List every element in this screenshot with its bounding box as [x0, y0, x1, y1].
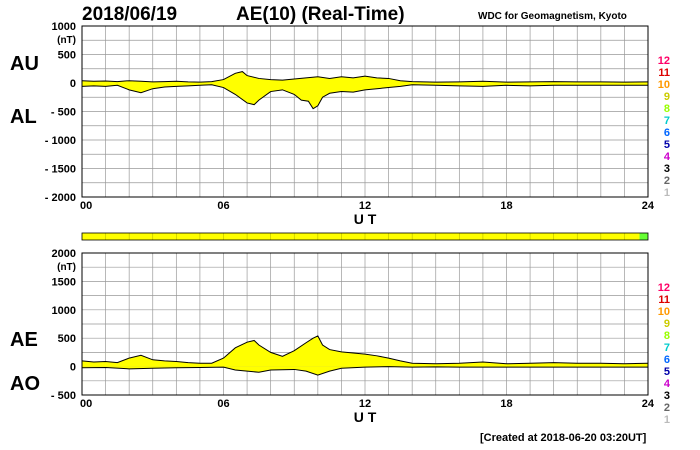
series-al-area [82, 83, 648, 109]
series-label-ae: AE [10, 329, 38, 351]
series-label-au: AU [10, 53, 39, 75]
x-tick-label: 24 [642, 200, 655, 212]
y-tick-label: 1000 [52, 21, 76, 33]
station-count-label: 10 [658, 79, 670, 91]
series-ae-line [81, 335, 649, 365]
x-axis-label: U T [354, 211, 377, 227]
status-bar-end [639, 233, 648, 240]
y-tick-label: - 1000 [45, 135, 76, 147]
y-tick-label: 1500 [52, 276, 76, 288]
x-tick-label: 12 [359, 398, 371, 410]
y-tick-label: - 500 [51, 390, 76, 402]
y-tick-label: - 1500 [45, 164, 76, 176]
station-count-label: 6 [664, 127, 670, 139]
station-count-label: 5 [664, 139, 670, 151]
plot-frame [81, 25, 649, 198]
series-ao-line [81, 366, 648, 376]
station-count-label: 8 [664, 103, 670, 115]
series-au-line [81, 71, 649, 83]
station-count-label: 3 [664, 163, 670, 175]
series-au-area [82, 71, 648, 83]
station-count-label: 8 [664, 330, 670, 342]
date-title: 2018/06/19 [82, 4, 178, 25]
station-count-label: 1 [664, 414, 670, 426]
x-tick-label: 00 [80, 398, 92, 410]
station-count-label: 10 [658, 306, 670, 318]
status-bar-frame [81, 232, 649, 241]
y-tick-label: 2000 [52, 248, 76, 260]
x-tick-label: 06 [217, 200, 229, 212]
y-tick-label: 500 [58, 50, 76, 62]
status-bar-fill [82, 233, 640, 240]
y-tick-label: 1000 [52, 305, 76, 317]
station-count-label: 11 [658, 294, 670, 306]
station-count-label: 6 [664, 354, 670, 366]
station-count-label: 3 [664, 390, 670, 402]
series-label-al: AL [10, 106, 37, 128]
x-axis-label: U T [354, 409, 377, 425]
x-tick-label: 00 [80, 200, 92, 212]
station-count-label: 1 [664, 187, 670, 199]
station-count-label: 12 [658, 282, 670, 294]
unit-label: (nT) [57, 262, 76, 273]
series-ao-area [82, 366, 648, 376]
x-tick-label: 06 [217, 398, 229, 410]
station-count-label: 2 [664, 402, 670, 414]
y-tick-label: - 500 [51, 107, 76, 119]
x-tick-label: 24 [642, 398, 655, 410]
station-count-label: 12 [658, 55, 670, 67]
series-ae-area [82, 335, 648, 367]
y-tick-label: - 2000 [45, 192, 76, 204]
station-count-label: 9 [664, 91, 670, 103]
created-timestamp: [Created at 2018-06-20 03:20UT] [480, 432, 647, 444]
y-tick-label: 0 [70, 78, 76, 90]
station-count-label: 7 [664, 115, 670, 127]
station-count-label: 9 [664, 318, 670, 330]
station-count-label: 4 [664, 378, 671, 390]
x-tick-label: 18 [500, 398, 512, 410]
y-tick-label: 0 [70, 362, 76, 374]
plot-frame [81, 252, 649, 396]
station-count-label: 4 [664, 151, 671, 163]
x-tick-label: 12 [359, 200, 371, 212]
series-al-line [81, 84, 648, 110]
x-tick-label: 18 [500, 200, 512, 212]
unit-label: (nT) [57, 35, 76, 46]
station-count-label: 2 [664, 175, 670, 187]
series-label-ao: AO [10, 373, 40, 395]
index-title: AE(10) (Real-Time) [236, 4, 405, 25]
source-label: WDC for Geomagnetism, Kyoto [478, 11, 627, 22]
station-count-label: 11 [658, 67, 670, 79]
station-count-label: 7 [664, 342, 670, 354]
y-tick-label: 500 [58, 333, 76, 345]
station-count-label: 5 [664, 366, 670, 378]
